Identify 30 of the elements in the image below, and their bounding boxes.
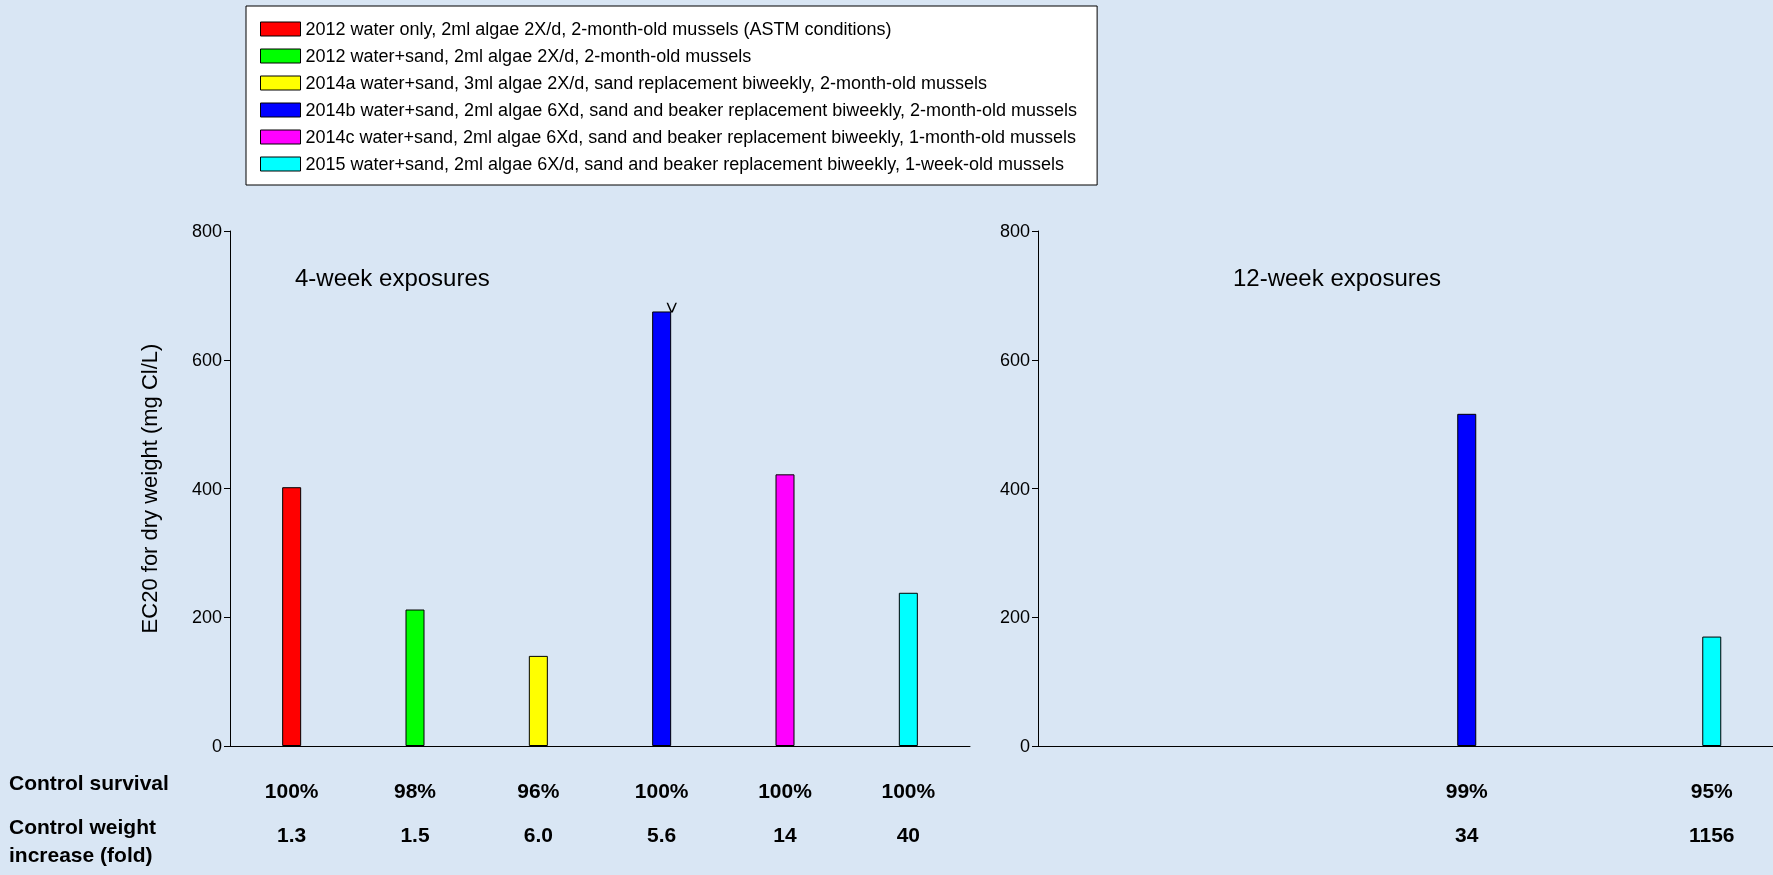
x-tick-label: 96% 6.0 — [517, 778, 560, 846]
legend-label: 2012 water+sand, 2ml algae 2X/d, 2-month-old mussels — [305, 46, 752, 66]
legend-label: 2014c water+sand, 2ml algae 6Xd, sand and beaker replacement biweekly, 1-month-old mussels — [305, 127, 1077, 147]
y-tick-label: 0 — [211, 736, 222, 756]
text: 4-week exposures — [295, 263, 490, 291]
x-tick-label: 100% 14 — [758, 778, 813, 846]
y-tick-label: 0 — [1019, 736, 1030, 756]
y-tick-label: 200 — [999, 607, 1030, 628]
legend-label: 2014a water+sand, 3ml algae 2X/d, sand replacement biweekly, 2-month-old mussels — [305, 73, 988, 93]
y-tick-label: 800 — [999, 221, 1030, 241]
x-tick-label: 100% 5.6 — [634, 778, 689, 846]
text: 12-week exposures — [1233, 263, 1442, 291]
x-tick-label: 99% 34 — [1445, 778, 1489, 846]
x-tick-label: 100% 40 — [881, 778, 936, 846]
text: Control weight increase (fold) — [9, 814, 156, 866]
y-tick-label: 400 — [999, 478, 1030, 499]
text: Control survival — [9, 770, 169, 794]
y-tick-label: 400 — [191, 478, 222, 499]
legend-label: 2012 water only, 2ml algae 2X/d, 2-month-old mussels (ASTM conditions) — [305, 19, 892, 39]
y-tick-label: 800 — [191, 221, 222, 241]
data-label: > — [660, 301, 683, 314]
y-axis-title: EC20 for dry weight (mg Cl/L) — [136, 343, 162, 634]
y-tick-label: 600 — [999, 349, 1030, 370]
y-tick-label: 200 — [191, 607, 222, 628]
x-tick-label: 100% 1.3 — [264, 778, 319, 846]
x-tick-label: 98% 1.5 — [393, 778, 437, 846]
legend-label: 2015 water+sand, 2ml algae 6X/d, sand and beaker replacement biweekly, 1-week-old mussels — [305, 154, 1065, 174]
x-tick-label: 95% 1156 — [1688, 778, 1735, 846]
legend-label: 2014b water+sand, 2ml algae 6Xd, sand and beaker replacement biweekly, 2-month-old mussels — [305, 100, 1078, 120]
y-tick-label: 600 — [191, 349, 222, 370]
